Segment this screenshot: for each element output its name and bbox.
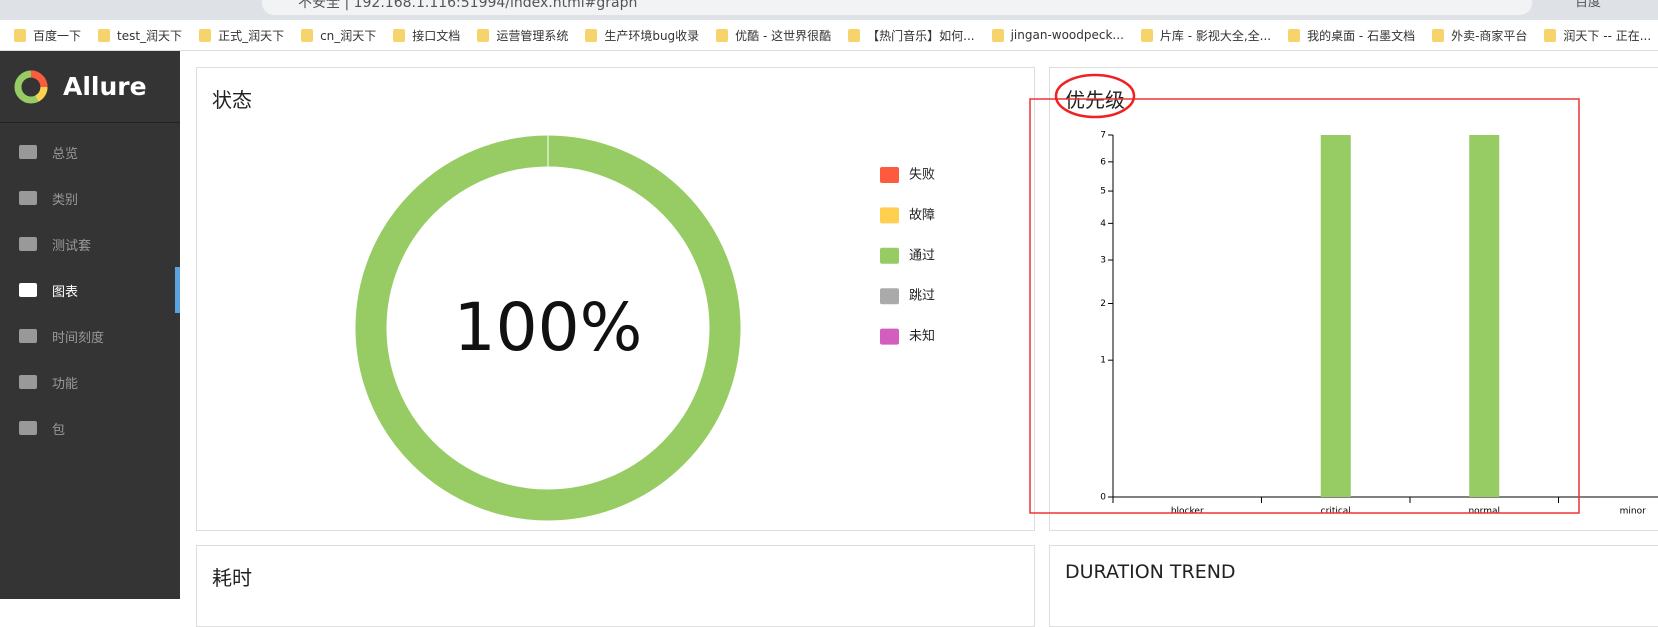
x-tick-label: blocker — [1171, 507, 1204, 517]
brand-name: Allure — [63, 72, 147, 101]
nav-label: 总览 — [52, 146, 79, 162]
panel-title: 耗时 — [212, 566, 252, 590]
legend-swatch — [880, 207, 899, 224]
bookmark[interactable]: test_润天下 — [98, 27, 182, 44]
bookmark-label: 优酷 - 这世界很酷 — [735, 28, 832, 43]
nav-icon — [19, 191, 37, 205]
bookmark[interactable]: 我的桌面 - 石墨文档 — [1288, 27, 1415, 44]
priority-panel: 优先级 — [1049, 67, 1658, 531]
bookmark-label: jingan-woodpeck... — [1010, 28, 1124, 42]
bookmark[interactable]: 百度一下 — [14, 27, 81, 44]
nav-item[interactable]: 类别 — [0, 175, 180, 221]
nav-icon — [19, 329, 37, 343]
logo — [14, 70, 48, 103]
brand[interactable]: Allure — [0, 51, 180, 123]
nav-label: 图表 — [52, 284, 79, 300]
bookmark[interactable]: cn_润天下 — [301, 27, 376, 44]
bookmark[interactable]: 接口文档 — [393, 27, 460, 44]
bookmark[interactable]: 【热门音乐】如何... — [848, 27, 975, 44]
nav-icon — [19, 283, 37, 297]
y-tick-label: 3 — [1100, 256, 1106, 266]
bookmark[interactable]: 外卖-商家平台 — [1432, 27, 1527, 44]
panel-title: 状态 — [212, 88, 252, 112]
annotation-circle — [1054, 73, 1136, 119]
nav-label: 类别 — [52, 192, 79, 208]
bar — [1469, 135, 1500, 497]
y-tick-label: 0 — [1100, 493, 1106, 503]
nav-item[interactable]: 功能 — [0, 359, 180, 405]
legend-label: 故障 — [909, 208, 935, 223]
panel-title: 优先级 — [1065, 88, 1125, 112]
legend-swatch — [880, 328, 899, 345]
bookmark[interactable]: jingan-woodpeck... — [991, 28, 1124, 42]
bookmark-label: 我的桌面 - 石墨文档 — [1307, 28, 1416, 43]
bookmark-label: 润天下 -- 正在... — [1563, 28, 1652, 43]
nav-item[interactable]: 包 — [0, 405, 180, 451]
nav-icon — [19, 145, 37, 159]
legend-swatch — [880, 288, 899, 305]
nav-item[interactable]: 测试套 — [0, 221, 180, 267]
nav-label: 测试套 — [52, 238, 92, 254]
bar — [1320, 135, 1351, 497]
nav-icon — [19, 237, 37, 251]
panel-title: DURATION TREND — [1065, 561, 1236, 583]
browser-bar: 不安全 | 192.168.1.116:51994/index.html#gra… — [0, 0, 1658, 20]
bookmark[interactable]: 润天下 -- 正在... — [1544, 27, 1651, 44]
bookmark-label: 【热门音乐】如何... — [867, 28, 975, 43]
bookmark[interactable]: 生产环境bug收录 — [585, 27, 699, 44]
nav-label: 功能 — [52, 376, 79, 392]
nav-label: 包 — [52, 422, 66, 438]
y-tick-label: 7 — [1100, 131, 1106, 141]
bookmark-label: 接口文档 — [412, 28, 461, 43]
nav-label: 时间刻度 — [52, 330, 105, 346]
donut-center-label: 100% — [454, 289, 643, 366]
x-tick-label: minor — [1620, 507, 1646, 517]
profile[interactable]: 百度 — [1575, 0, 1602, 10]
bookmark[interactable]: 正式_润天下 — [199, 27, 284, 44]
bookmark-label: 片库 - 影视大全,全... — [1159, 28, 1272, 43]
y-tick-label: 5 — [1100, 187, 1106, 197]
legend-label: 通过 — [909, 248, 935, 263]
address-bar[interactable]: 不安全 | 192.168.1.116:51994/index.html#gra… — [262, 0, 1532, 15]
nav-icon — [19, 421, 37, 435]
legend-label: 跳过 — [909, 289, 935, 304]
bookmark-label: 正式_润天下 — [218, 28, 285, 43]
bookmark[interactable]: 优酷 - 这世界很酷 — [716, 27, 831, 44]
y-tick-label: 1 — [1100, 356, 1106, 366]
nav-item[interactable]: 总览 — [0, 129, 180, 175]
bookmark-label: test_润天下 — [117, 28, 183, 43]
bookmark[interactable]: 片库 - 影视大全,全... — [1140, 27, 1272, 44]
legend-label: 失败 — [909, 168, 935, 183]
y-tick-label: 6 — [1100, 157, 1106, 167]
y-tick-label: 4 — [1100, 219, 1106, 229]
x-tick-label: normal — [1468, 507, 1500, 517]
x-tick-label: critical — [1321, 507, 1351, 517]
bookmark-label: cn_润天下 — [320, 28, 377, 43]
y-tick-label: 2 — [1100, 299, 1106, 309]
bookmark-label: 百度一下 — [33, 28, 82, 43]
bookmarks-bar: 百度一下 test_润天下 正式_润天下 cn_润天下 接口文档 运营管理系统 生产环境bu… — [0, 20, 1658, 51]
bookmark[interactable]: 运营管理系统 — [477, 27, 568, 44]
annotation-box — [1029, 98, 1580, 514]
nav-item[interactable]: 图表 — [0, 267, 180, 313]
nav-item[interactable]: 时间刻度 — [0, 313, 180, 359]
legend-swatch — [880, 247, 899, 264]
sidebar: Allure 总览类别测试套图表时间刻度功能包 — [0, 51, 180, 599]
bookmark-label: 生产环境bug收录 — [604, 28, 700, 43]
bookmark-label: 外卖-商家平台 — [1451, 28, 1528, 43]
nav-icon — [19, 375, 37, 389]
legend-label: 未知 — [909, 328, 935, 344]
bookmark-label: 运营管理系统 — [496, 28, 569, 43]
legend-swatch — [880, 167, 899, 183]
